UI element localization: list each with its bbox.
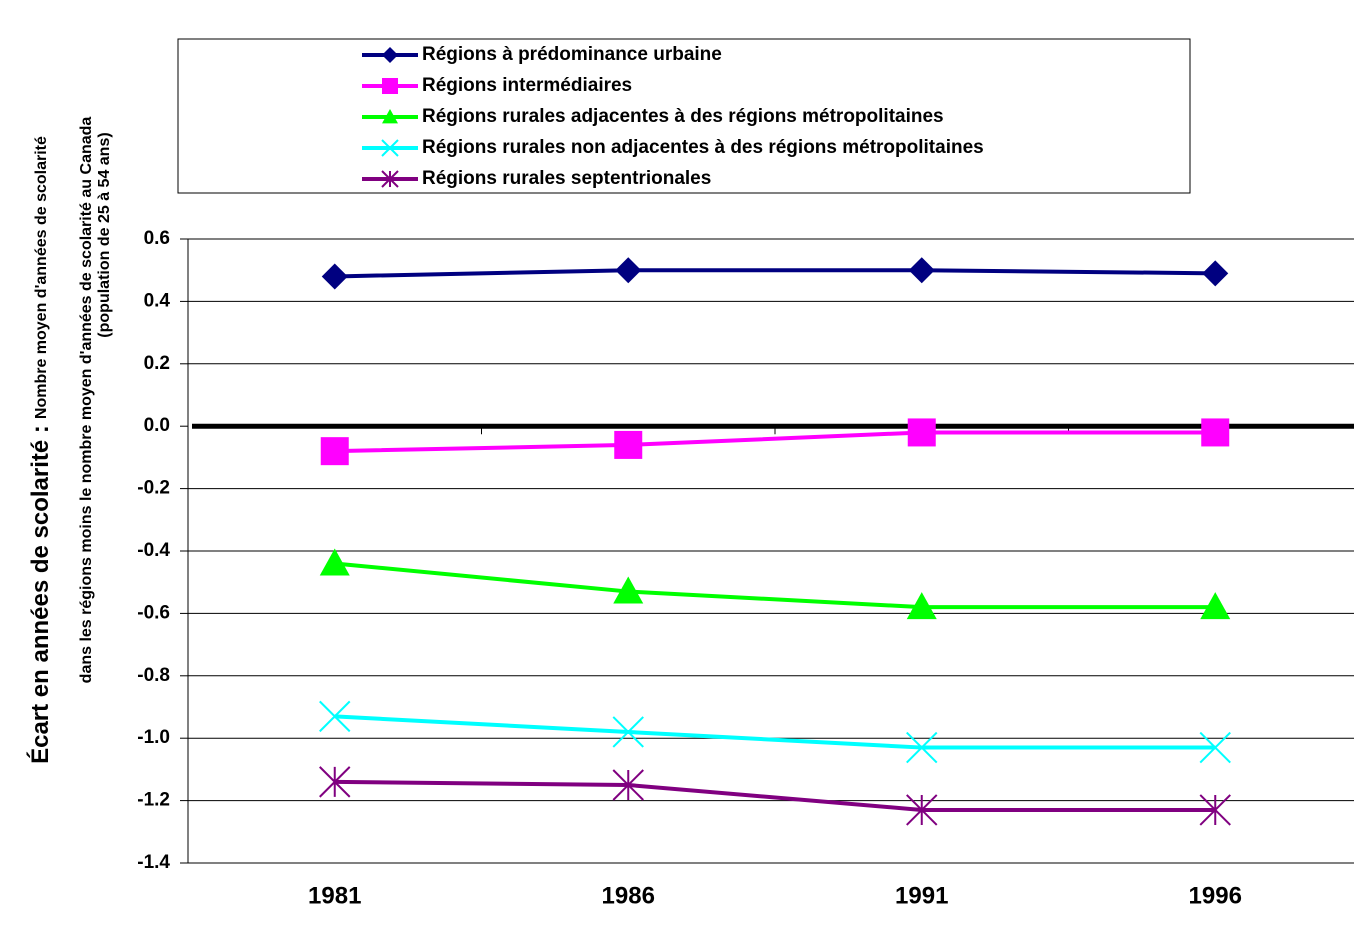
legend-label: Régions rurales adjacentes à des régions… [422, 106, 944, 127]
y-tick-label: 0.0 [144, 415, 170, 436]
marker [320, 437, 349, 466]
x-tick-label: 1986 [602, 882, 655, 909]
series-line [334, 561, 1216, 610]
y-axis-title: Écart en années de scolarité : Nombre moy… [26, 136, 54, 764]
series-line [334, 779, 1216, 812]
marker [906, 592, 937, 620]
marker [381, 170, 399, 188]
y-tick-label: -1.2 [137, 790, 170, 811]
y-tick-label: -0.6 [137, 602, 170, 623]
marker [382, 109, 398, 124]
y-tick-label: -1.0 [137, 727, 170, 748]
marker [908, 257, 935, 284]
y-axis-title-main: Écart en années de scolarité : [26, 425, 54, 764]
y-axis-title-line: dans les régions moins le nombre moyen d… [78, 117, 95, 684]
series-line [334, 714, 1216, 750]
marker [907, 418, 936, 447]
legend-label: Régions intermédiaires [422, 75, 632, 96]
legend-box [177, 38, 1191, 194]
x-tick-label: 1996 [1189, 882, 1242, 909]
y-tick-label: -0.8 [137, 665, 170, 686]
marker [319, 700, 351, 733]
y-axis-title-sub: Nombre moyen d'années de scolarité [33, 136, 50, 419]
x-tick-label: 1981 [308, 882, 361, 909]
y-tick-label: -1.4 [137, 852, 170, 873]
marker [1200, 592, 1231, 620]
marker [612, 769, 644, 801]
y-tick-label: 0.6 [144, 228, 170, 249]
legend-label: Régions rurales septentrionales [422, 168, 711, 189]
marker [906, 731, 938, 764]
y-tick-label: -0.2 [137, 478, 170, 499]
y-tick-label: 0.2 [144, 353, 170, 374]
legend-label: Régions à prédominance urbaine [422, 44, 722, 65]
marker [906, 794, 938, 826]
marker [381, 139, 399, 157]
y-axis-title-line: (population de 25 à 54 ans) [96, 132, 113, 337]
marker [321, 263, 348, 290]
x-tick-label: 1991 [895, 882, 948, 909]
marker [615, 257, 642, 284]
marker [612, 716, 644, 748]
marker [1199, 731, 1231, 764]
marker [614, 430, 643, 459]
series-line [334, 430, 1216, 454]
marker [1201, 418, 1230, 447]
marker [319, 548, 350, 576]
marker [319, 766, 351, 798]
marker [1202, 260, 1229, 287]
y-tick-label: 0.4 [144, 290, 171, 311]
series-line [334, 268, 1216, 279]
y-tick-label: -0.4 [137, 540, 170, 561]
legend-label: Régions rurales non adjacentes à des rég… [422, 137, 984, 158]
marker [613, 576, 644, 604]
marker [1199, 794, 1231, 826]
marker [382, 47, 398, 63]
marker [382, 78, 398, 94]
